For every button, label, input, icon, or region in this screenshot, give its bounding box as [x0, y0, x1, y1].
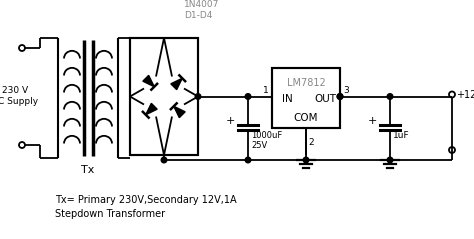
Text: 1000uF: 1000uF — [251, 131, 282, 141]
Text: IN: IN — [282, 94, 292, 104]
Text: 1N4007: 1N4007 — [184, 0, 219, 9]
Circle shape — [245, 157, 251, 163]
Circle shape — [245, 94, 251, 99]
Polygon shape — [174, 106, 185, 118]
Text: Tx: Tx — [82, 165, 95, 175]
Text: OUT: OUT — [314, 94, 336, 104]
Circle shape — [195, 94, 201, 99]
Text: D1-D4: D1-D4 — [184, 11, 212, 20]
Circle shape — [337, 94, 343, 99]
Text: +: + — [368, 115, 377, 125]
Text: 2: 2 — [308, 138, 314, 147]
Circle shape — [337, 94, 343, 99]
Polygon shape — [143, 75, 154, 87]
Polygon shape — [171, 78, 182, 90]
Text: 230 V
AC Supply: 230 V AC Supply — [0, 86, 38, 106]
Circle shape — [387, 157, 393, 163]
Text: +: + — [226, 115, 235, 125]
Circle shape — [161, 157, 167, 163]
Text: COM: COM — [294, 113, 318, 123]
Text: Tx= Primary 230V,Secondary 12V,1A: Tx= Primary 230V,Secondary 12V,1A — [55, 195, 237, 205]
Text: LM7812: LM7812 — [287, 78, 325, 88]
Text: 1uF: 1uF — [393, 131, 410, 141]
Text: 1: 1 — [263, 86, 269, 94]
Text: 25V: 25V — [251, 141, 267, 151]
Bar — [130, 38, 198, 155]
Text: +12V: +12V — [456, 89, 474, 99]
Text: Stepdown Transformer: Stepdown Transformer — [55, 209, 165, 219]
Bar — [272, 68, 340, 128]
Circle shape — [387, 94, 393, 99]
Circle shape — [303, 157, 309, 163]
Polygon shape — [146, 103, 157, 115]
Text: 3: 3 — [343, 86, 349, 94]
